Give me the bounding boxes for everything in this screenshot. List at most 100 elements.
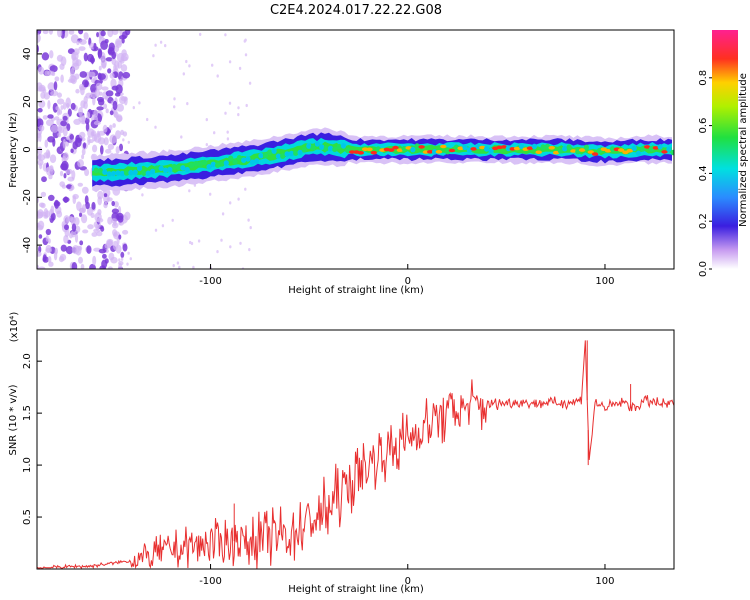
ridge-blob: [193, 160, 199, 167]
noise-dot: [111, 208, 119, 214]
ridge-blob: [604, 149, 612, 153]
noise-dot: [54, 116, 60, 121]
noise-dot: [37, 33, 41, 43]
noise-dot: [189, 240, 192, 245]
bottom-y-axis-label: SNR (10 * v/v): [8, 384, 19, 455]
ridge-blob: [123, 170, 130, 176]
ridge-blob: [552, 150, 560, 155]
noise-dot: [111, 30, 119, 35]
noise-dot: [74, 233, 79, 243]
noise-dot: [228, 60, 232, 64]
ridge-blob: [418, 145, 425, 149]
noise-dot: [229, 245, 232, 249]
top-y-tick-label: -40: [22, 237, 33, 253]
bottom-y-tick-label: 2.0: [22, 353, 33, 369]
noise-dot: [96, 130, 101, 138]
ridge-blob: [531, 143, 538, 150]
noise-dot: [245, 103, 248, 108]
noise-dot: [62, 102, 67, 110]
noise-dot: [180, 135, 183, 139]
ridge-blob: [435, 150, 443, 154]
ridge-blob: [462, 144, 468, 151]
ridge-blob: [284, 151, 290, 157]
noise-dot: [49, 154, 57, 163]
noise-dot: [107, 143, 115, 150]
noise-dot: [50, 124, 59, 133]
noise-dot: [105, 95, 109, 101]
ridge-blob: [518, 143, 525, 150]
top-y-tick-label: -20: [22, 189, 33, 205]
noise-dot: [65, 97, 71, 108]
noise-dot: [71, 51, 79, 60]
top-x-axis-label: Height of straight line (km): [288, 285, 424, 296]
noise-dot: [112, 123, 116, 128]
noise-dot: [248, 248, 251, 252]
noise-dot: [120, 56, 128, 61]
noise-dot: [54, 76, 60, 82]
noise-dot: [60, 244, 67, 252]
noise-dot: [122, 71, 131, 79]
noise-dot: [92, 134, 98, 142]
ridge-blob: [432, 149, 438, 155]
ridge-blob: [332, 146, 338, 153]
noise-dot: [91, 130, 97, 137]
noise-dot: [37, 154, 46, 161]
ridge-blob: [254, 158, 260, 164]
noise-dot: [49, 50, 54, 59]
noise-dot: [118, 234, 122, 240]
noise-dot: [42, 30, 49, 35]
top-y-ticks: -40 -20 0 20 40: [22, 48, 42, 253]
noise-dot: [103, 193, 108, 198]
noise-dot: [116, 114, 123, 123]
ridge-blob: [661, 150, 668, 154]
noise-dot: [73, 118, 82, 125]
ridge-blob: [97, 167, 104, 174]
noise-dot: [37, 251, 42, 257]
noise-dot: [129, 257, 132, 261]
ridge-blob: [652, 146, 660, 150]
noise-dot: [61, 184, 67, 189]
noise-dot: [205, 118, 208, 122]
bottom-y-tick-label: 1.0: [22, 457, 33, 473]
noise-dot: [113, 201, 119, 208]
noise-dot: [70, 185, 75, 191]
ridge-blob: [171, 163, 177, 170]
noise-dot: [57, 92, 62, 98]
colorbar: 0.0 0.2 0.4 0.6 0.8 Normalized spectral ampl…: [698, 30, 749, 277]
noise-dot: [176, 261, 180, 265]
noise-dot: [192, 265, 195, 269]
bottom-x-axis-label: Height of straight line (km): [288, 584, 424, 595]
noise-dot: [237, 106, 240, 110]
ridge-blob: [319, 144, 325, 150]
top-y-tick-label: 0: [22, 146, 33, 152]
noise-dot: [224, 111, 227, 115]
bottom-x-tick-label: 0: [405, 576, 411, 587]
noise-dot: [83, 52, 88, 62]
noise-dot: [103, 202, 108, 209]
noise-dot: [65, 168, 73, 175]
noise-dot: [188, 189, 191, 193]
noise-dot: [56, 210, 63, 218]
noise-dot: [81, 114, 86, 124]
noise-dot: [45, 167, 51, 172]
spectrogram-panel: -100 0 100 -40 -20 0 20 40 Height of straight …: [8, 29, 675, 296]
noise-dot: [38, 234, 43, 239]
noise-dot: [59, 253, 67, 261]
ridge-blob: [314, 141, 320, 147]
noise-dot: [120, 251, 125, 258]
ridge-blob: [626, 148, 633, 153]
noise-dot: [237, 197, 240, 201]
ridge-blob: [180, 165, 186, 171]
noise-dot: [54, 247, 58, 255]
ridge-blob: [617, 148, 625, 152]
noise-dot: [124, 211, 131, 221]
noise-dot: [110, 256, 118, 264]
noise-dot: [118, 258, 121, 262]
ridge-blob: [448, 148, 456, 153]
noise-dot: [61, 160, 69, 171]
noise-dot: [103, 137, 109, 146]
ridge-blob: [228, 155, 234, 162]
noise-dot: [72, 195, 77, 205]
ridge-blob: [280, 153, 286, 159]
noise-dot: [37, 107, 43, 113]
